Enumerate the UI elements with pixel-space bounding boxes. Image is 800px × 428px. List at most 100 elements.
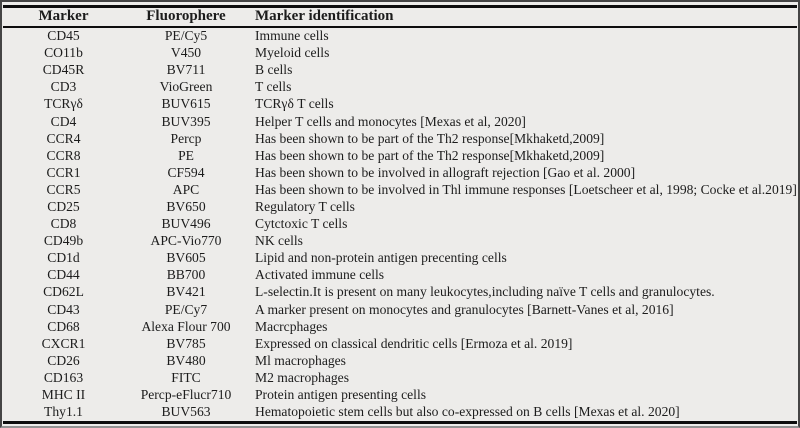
fluorophore-cell: PE bbox=[178, 147, 194, 163]
table-row: CD45 PE/Cy5 Immune cells bbox=[3, 28, 797, 45]
marker-cell: CD45R bbox=[42, 62, 85, 78]
table-row: CCR1 CF594 Has been shown to be involved i… bbox=[3, 164, 797, 181]
identification-cell: A marker present on monocytes and granul… bbox=[255, 301, 674, 317]
fluorophore-cell: BV711 bbox=[166, 62, 206, 78]
identification-cell: Cytctoxic T cells bbox=[255, 216, 348, 232]
table-row: CD44 BB700 Activated immune cells bbox=[3, 267, 797, 284]
table-row: CD3 VioGreen T cells bbox=[3, 79, 797, 96]
fluorophore-cell: PE/Cy7 bbox=[164, 301, 208, 317]
identification-cell: Hematopoietic stem cells but also co-exp… bbox=[255, 404, 680, 420]
fluorophore-cell: BUV496 bbox=[161, 216, 211, 232]
table-row: CD8 BUV496 Cytctoxic T cells bbox=[3, 216, 797, 233]
marker-cell: CCR5 bbox=[46, 181, 81, 197]
identification-cell: Ml macrophages bbox=[255, 352, 346, 368]
table-row: CD43 PE/Cy7 A marker present on monocytes … bbox=[3, 301, 797, 318]
fluorophore-cell: BUV395 bbox=[161, 113, 211, 129]
fluorophore-cell: Percp bbox=[170, 130, 202, 146]
identification-cell: Has been shown to be involved in allogra… bbox=[255, 164, 636, 180]
table-row: Thy1.1 BUV563 Hematopoietic stem cells but… bbox=[3, 404, 797, 421]
fluorophore-cell: Percp-eFlucr710 bbox=[140, 387, 232, 403]
table-body: CD45 PE/Cy5 Immune cells CO11b V450 Myeloid c… bbox=[3, 28, 797, 421]
identification-cell: Immune cells bbox=[255, 28, 329, 44]
identification-cell: Expressed on classical dendritic cells [… bbox=[255, 335, 573, 351]
fluorophore-cell: BV605 bbox=[166, 250, 206, 266]
fluorophore-cell: Alexa Flour 700 bbox=[141, 318, 231, 334]
identification-cell: T cells bbox=[255, 79, 292, 95]
marker-cell: CCR4 bbox=[46, 130, 81, 146]
identification-cell: TCRγδ T cells bbox=[255, 96, 334, 112]
fluorophore-cell: PE/Cy5 bbox=[164, 28, 208, 44]
table-row: CD49b APC-Vio770 NK cells bbox=[3, 233, 797, 250]
fluorophore-cell: BV480 bbox=[166, 352, 206, 368]
marker-cell: CD62L bbox=[43, 284, 84, 300]
marker-cell: Thy1.1 bbox=[44, 404, 83, 420]
marker-cell: TCRγδ bbox=[44, 96, 83, 112]
marker-cell: MHC II bbox=[41, 387, 86, 403]
marker-cell: CD26 bbox=[47, 352, 80, 368]
fluorophore-cell: CF594 bbox=[167, 164, 205, 180]
fluorophore-cell: V450 bbox=[170, 45, 202, 61]
table-header-row: Marker Fluorophere Marker identification bbox=[3, 5, 797, 28]
marker-cell: CXCR1 bbox=[41, 335, 86, 351]
marker-cell: CD68 bbox=[47, 318, 80, 334]
fluorophore-cell: APC-Vio770 bbox=[150, 233, 222, 249]
marker-cell: CD1d bbox=[47, 250, 80, 266]
identification-cell: NK cells bbox=[255, 233, 303, 249]
column-header-marker: Marker bbox=[38, 8, 89, 25]
marker-cell: CD45 bbox=[47, 28, 80, 44]
identification-cell: Macrcphages bbox=[255, 318, 328, 334]
table-row: CD26 BV480 Ml macrophages bbox=[3, 352, 797, 369]
table-row: MHC II Percp-eFlucr710 Protein antigen pre… bbox=[3, 386, 797, 403]
marker-cell: CD4 bbox=[50, 113, 77, 129]
table-row: CD1d BV605 Lipid and non-protein antigen p… bbox=[3, 250, 797, 267]
marker-cell: CD44 bbox=[47, 267, 80, 283]
table-row: CD45R BV711 B cells bbox=[3, 62, 797, 79]
identification-cell: Myeloid cells bbox=[255, 45, 330, 61]
table-row: CD4 BUV395 Helper T cells and monocytes [M… bbox=[3, 113, 797, 130]
table-row: CD62L BV421 L-selectin.It is present on ma… bbox=[3, 284, 797, 301]
fluorophore-cell: BUV563 bbox=[161, 404, 211, 420]
marker-cell: CCR1 bbox=[46, 164, 81, 180]
marker-cell: CD8 bbox=[50, 216, 77, 232]
identification-cell: Regulatory T cells bbox=[255, 198, 355, 214]
table-row: CD163 FITC M2 macrophages bbox=[3, 369, 797, 386]
identification-cell: M2 macrophages bbox=[255, 369, 349, 385]
identification-cell: B cells bbox=[255, 62, 293, 78]
identification-cell: Has been shown to be part of the Th2 res… bbox=[255, 147, 605, 163]
marker-cell: CO11b bbox=[44, 45, 83, 61]
marker-cell: CD25 bbox=[47, 198, 80, 214]
table-row: CD68 Alexa Flour 700 Macrcphages bbox=[3, 318, 797, 335]
table-row: TCRγδ BUV615 TCRγδ T cells bbox=[3, 96, 797, 113]
marker-cell: CCR8 bbox=[46, 147, 81, 163]
identification-cell: L-selectin.It is present on many leukocy… bbox=[255, 284, 715, 300]
fluorophore-cell: BB700 bbox=[166, 267, 206, 283]
fluorophore-cell: FITC bbox=[171, 369, 201, 385]
table-row: CCR8 PE Has been shown to be part of the T… bbox=[3, 147, 797, 164]
table-row: CCR4 Percp Has been shown to be part of th… bbox=[3, 130, 797, 147]
identification-cell: Helper T cells and monocytes [Mexas et a… bbox=[255, 113, 526, 129]
identification-cell: Has been shown to be involved in Thl imm… bbox=[255, 181, 797, 197]
identification-cell: Activated immune cells bbox=[255, 267, 385, 283]
fluorophore-cell: BUV615 bbox=[161, 96, 211, 112]
marker-cell: CD3 bbox=[50, 79, 77, 95]
identification-cell: Has been shown to be part of the Th2 res… bbox=[255, 130, 605, 146]
table-row: CCR5 APC Has been shown to be involved in … bbox=[3, 181, 797, 198]
fluorophore-cell: VioGreen bbox=[159, 79, 213, 95]
table-row: CXCR1 BV785 Expressed on classical dendrit… bbox=[3, 335, 797, 352]
marker-table: Marker Fluorophere Marker identification… bbox=[3, 5, 797, 424]
table-row: CO11b V450 Myeloid cells bbox=[3, 45, 797, 62]
identification-cell: Lipid and non-protein antigen precenting… bbox=[255, 250, 507, 266]
column-header-fluorophere: Fluorophere bbox=[146, 8, 226, 25]
fluorophore-cell: APC bbox=[172, 181, 200, 197]
marker-cell: CD163 bbox=[43, 369, 84, 385]
column-header-marker-identification: Marker identification bbox=[255, 8, 394, 25]
fluorophore-cell: BV785 bbox=[166, 335, 206, 351]
marker-cell: CD49b bbox=[43, 233, 84, 249]
fluorophore-cell: BV421 bbox=[166, 284, 206, 300]
table-row: CD25 BV650 Regulatory T cells bbox=[3, 198, 797, 215]
identification-cell: Protein antigen presenting cells bbox=[255, 387, 427, 403]
fluorophore-cell: BV650 bbox=[166, 198, 206, 214]
marker-cell: CD43 bbox=[47, 301, 80, 317]
table-bottom-rule bbox=[3, 420, 797, 424]
